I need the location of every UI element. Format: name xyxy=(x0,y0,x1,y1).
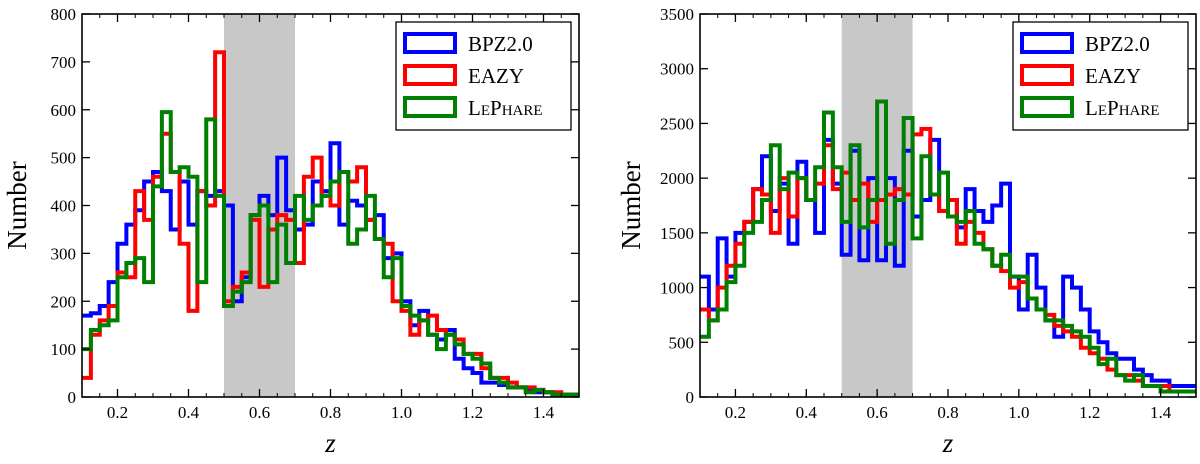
legend-box xyxy=(395,21,572,131)
left-panel: 0.2 0.4 0.6 0.8 1.0 1.2 1.4 0 100 200 300 400 500 600… xyxy=(2,5,580,458)
y-tick-label: 100 xyxy=(51,340,77,359)
x-tick-label: 0.6 xyxy=(249,403,270,422)
y-tick-label: 400 xyxy=(51,197,77,216)
legend-swatch xyxy=(403,96,457,118)
series-line-lephare xyxy=(82,110,579,397)
x-tick-label: 0.2 xyxy=(725,403,746,422)
x-tick-label: 1.0 xyxy=(1008,403,1029,422)
legend-swatch xyxy=(1020,96,1074,118)
y-tick-label: 700 xyxy=(51,53,77,72)
legend-label: BPZ2.0 xyxy=(1085,32,1150,56)
y-tick-label: 500 xyxy=(669,333,695,352)
legend: BPZ2.0 EAZY LEPHARE xyxy=(1012,21,1189,131)
y-axis-label: Number xyxy=(2,161,32,249)
x-tick-label: 0.4 xyxy=(178,403,200,422)
y-axis-label: Number xyxy=(616,161,646,249)
y-tick-label: 200 xyxy=(51,292,77,311)
legend-label: EAZY xyxy=(468,64,524,88)
legend-swatch xyxy=(403,64,457,86)
series-line-lephare xyxy=(700,99,1196,394)
x-tick-label: 0.8 xyxy=(320,403,341,422)
x-tick-label: 0.2 xyxy=(107,403,128,422)
legend-label: LEPHARE xyxy=(468,96,543,120)
y-tick-label: 1500 xyxy=(660,224,694,243)
x-axis-label: z xyxy=(942,428,954,458)
legend: BPZ2.0 EAZY LEPHARE xyxy=(395,21,572,131)
y-tick-label: 3500 xyxy=(660,5,694,24)
y-tick-label: 600 xyxy=(51,101,77,120)
x-tick-label: 1.4 xyxy=(1150,403,1172,422)
y-tick-label: 1000 xyxy=(660,279,694,298)
legend-label: BPZ2.0 xyxy=(468,32,533,56)
x-tick-label: 0.8 xyxy=(937,403,958,422)
x-tick-label: 1.2 xyxy=(1079,403,1100,422)
y-tick-label: 500 xyxy=(51,149,77,168)
y-tick-label: 2500 xyxy=(660,114,694,133)
y-tick-label: 300 xyxy=(51,244,77,263)
x-tick-label: 1.4 xyxy=(533,403,555,422)
legend-box xyxy=(1012,21,1189,131)
y-tick-label: 0 xyxy=(686,388,695,407)
right-panel: 0.2 0.4 0.6 0.8 1.0 1.2 1.4 0 500 1000 1500 2000 250… xyxy=(616,5,1197,458)
x-tick-label: 1.0 xyxy=(391,403,412,422)
x-tick-label: 1.2 xyxy=(462,403,483,422)
series-line-eazy xyxy=(700,126,1196,394)
y-tick-label: 2000 xyxy=(660,169,694,188)
legend-label: EAZY xyxy=(1085,64,1141,88)
legend-swatch xyxy=(403,32,457,54)
x-tick-label: 0.4 xyxy=(796,403,818,422)
x-tick-label: 0.6 xyxy=(867,403,888,422)
y-tick-label: 0 xyxy=(68,388,77,407)
y-tick-label: 800 xyxy=(51,5,77,24)
series-group xyxy=(82,50,579,397)
y-tick-label: 3000 xyxy=(660,60,694,79)
legend-swatch xyxy=(1020,32,1074,54)
series-group xyxy=(700,99,1196,394)
legend-label: LEPHARE xyxy=(1085,96,1160,120)
legend-swatch xyxy=(1020,64,1074,86)
x-axis-label: z xyxy=(324,428,336,458)
